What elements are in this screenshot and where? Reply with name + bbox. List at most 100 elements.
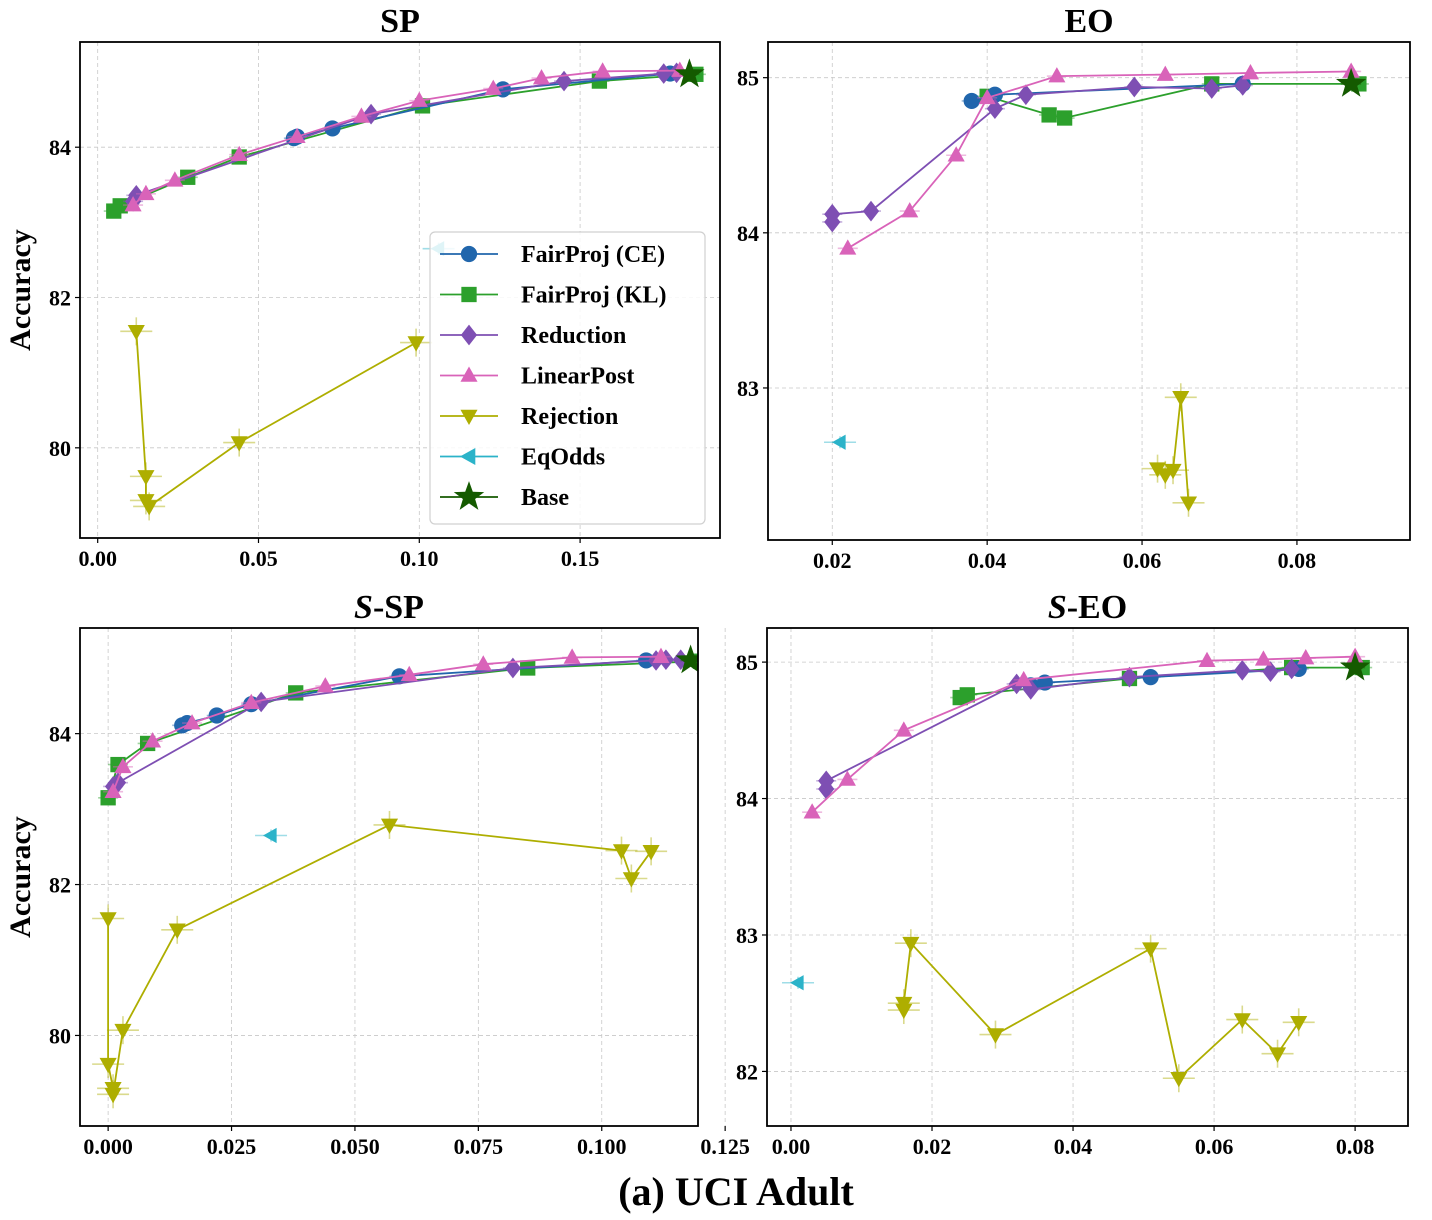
x-tick-label: 0.04 (1054, 1134, 1093, 1159)
title-prefix: S (1048, 589, 1067, 626)
y-tick-label: 82 (49, 286, 71, 311)
point-lp (1198, 651, 1216, 668)
point-rej (1179, 496, 1198, 512)
point-lp (1241, 64, 1260, 80)
y-tick-label: 84 (49, 135, 71, 160)
x-tick-label: 0.08 (1278, 548, 1317, 573)
point-rej (140, 500, 158, 516)
y-tick-label: 85 (737, 66, 759, 91)
series-kl (977, 76, 1369, 126)
point-lp (1015, 670, 1033, 687)
y-tick-label: 82 (736, 1059, 758, 1084)
y-tick-label: 84 (49, 722, 71, 747)
point-red (986, 98, 1004, 120)
legend-entry-red: Reduction (440, 323, 626, 349)
series-kl (950, 659, 1373, 706)
axes-frame (767, 41, 1411, 541)
panel-3: S-SP 0.000 0.025 0.050 0.075 0.100 0.125 80 82 84… (4, 589, 750, 1159)
point-lp (137, 184, 155, 201)
x-tick-label: 0.00 (78, 546, 117, 571)
point-lp (1156, 65, 1174, 81)
point-rej (380, 818, 399, 834)
point-red (1203, 78, 1220, 99)
point-lp (838, 770, 856, 786)
point-red (1234, 659, 1251, 681)
point-lp (803, 803, 821, 819)
panel-title: S-EO (1048, 589, 1127, 626)
legend-label: FairProj (CE) (521, 242, 665, 268)
y-tick-label: 83 (737, 376, 759, 401)
series-red (816, 658, 1302, 800)
series-line-red (831, 84, 1243, 222)
y-tick-label: 80 (49, 1023, 71, 1048)
legend-entry-kl: FairProj (KL) (440, 283, 667, 309)
x-tick-label: 0.00 (772, 1134, 811, 1159)
y-axis-label: Accuracy (4, 229, 37, 351)
panel-4: S-EO 0.00 0.02 0.04 0.06 0.08 82 83 84 85 (736, 589, 1409, 1159)
point-rej (1268, 1047, 1287, 1063)
point-rej (612, 844, 631, 860)
series-lp (103, 647, 671, 799)
x-tick-label: 0.025 (207, 1134, 257, 1159)
point-lp (230, 145, 248, 162)
point-lp (563, 648, 581, 664)
point-lp (183, 714, 201, 730)
x-tick-label: 0.15 (561, 546, 600, 571)
point-red (655, 63, 672, 84)
point-rej (1172, 390, 1190, 407)
x-tick-label: 0.08 (1336, 1134, 1375, 1159)
series-rej (120, 317, 433, 521)
point-lp (947, 146, 965, 162)
x-tick-label: 0.000 (83, 1134, 133, 1159)
panel-2: EO 0.02 0.04 0.06 0.08 83 84 85 (737, 3, 1411, 573)
legend-marker-rej (460, 409, 478, 425)
point-red (862, 200, 880, 222)
legend-marker-red (460, 324, 478, 346)
point-rej (104, 1088, 122, 1104)
point-rej (127, 325, 145, 341)
series-eq (782, 975, 815, 991)
point-rej (642, 845, 660, 861)
point-eq (263, 827, 277, 844)
series-rej (1141, 383, 1205, 517)
point-lp (144, 732, 162, 748)
x-tick-label: 0.02 (813, 548, 852, 573)
point-lp (166, 171, 184, 187)
point-rej (895, 996, 913, 1013)
point-red (1121, 666, 1138, 688)
x-tick-label: 0.02 (913, 1134, 952, 1159)
series-line-red (825, 668, 1292, 789)
point-lp (400, 665, 418, 682)
series-line-rej (902, 941, 1300, 1080)
axes-frame (79, 627, 699, 1127)
point-lp (288, 127, 306, 143)
series-line-lp (132, 69, 680, 206)
point-lp (316, 677, 334, 693)
point-red (672, 649, 689, 671)
y-tick-label: 80 (49, 436, 71, 461)
y-axis-label: Accuracy (4, 816, 37, 938)
point-lp (474, 655, 492, 671)
point-lp (410, 91, 428, 107)
point-lp (594, 62, 612, 78)
axes-frame (766, 627, 1409, 1127)
point-base (675, 644, 698, 674)
y-tick-label: 83 (736, 923, 758, 948)
point-ce (324, 120, 341, 137)
series-line-ce (181, 659, 647, 727)
series-line-lp (847, 70, 1352, 250)
legend-entry-eq: EqOdds (440, 445, 605, 471)
x-tick-label: 0.05 (239, 546, 278, 571)
x-tick-label: 0.050 (330, 1134, 380, 1159)
y-tick-label: 84 (736, 787, 758, 812)
series-red (822, 75, 1253, 233)
point-red (504, 657, 521, 679)
series-rej (92, 810, 668, 1109)
panel-title: S-SP (354, 589, 424, 626)
legend-label: FairProj (KL) (521, 283, 667, 309)
point-red (1262, 661, 1279, 683)
series-line-ce (293, 72, 671, 140)
point-rej (1142, 942, 1160, 958)
point-rej (902, 936, 920, 953)
point-red (1234, 75, 1251, 96)
